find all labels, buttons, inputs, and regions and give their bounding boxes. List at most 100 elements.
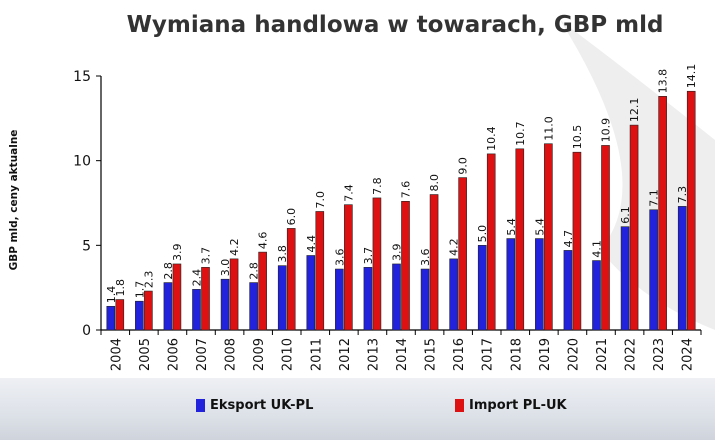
bar-export <box>535 238 544 331</box>
legend-swatch-import <box>455 399 464 412</box>
bar-export <box>563 250 573 331</box>
x-tick-label: 2013 <box>366 338 381 371</box>
data-label-import: 1.8 <box>114 279 127 297</box>
bar-import <box>572 151 582 331</box>
legend-band <box>0 378 715 440</box>
data-label-export: 1.7 <box>133 281 146 299</box>
bar-export <box>277 265 287 331</box>
data-label-export: 3.9 <box>391 243 404 261</box>
bar-import <box>601 145 610 331</box>
data-label-import: 9.0 <box>457 157 470 175</box>
y-tick-label: 5 <box>82 238 91 254</box>
data-label-export: 5.4 <box>533 218 546 236</box>
bar-import <box>229 258 239 331</box>
y-tick-label: 10 <box>73 154 91 170</box>
data-label-export: 2.8 <box>248 262 261 280</box>
bar-export <box>135 300 144 331</box>
data-label-import: 10.4 <box>485 126 498 151</box>
data-label-import: 3.9 <box>171 243 184 261</box>
data-labels-group: 1.4 1.7 2.8 2.4 3.0 2.8 3.8 4.4 3.6 3.7 3.9 3.6 4.2 5… <box>105 64 698 304</box>
bar-import <box>458 177 467 331</box>
x-tick-label: 2012 <box>338 338 353 371</box>
data-label-import: 8.0 <box>428 174 441 192</box>
data-label-export: 2.8 <box>162 262 175 280</box>
y-tick-label: 15 <box>73 69 91 85</box>
data-label-export: 3.6 <box>419 249 432 267</box>
bar-export <box>649 209 658 331</box>
data-label-import: 11.0 <box>542 116 555 141</box>
bar-export <box>506 238 516 331</box>
x-tick-label: 2024 <box>681 338 696 371</box>
x-tick-label: 2011 <box>309 338 324 371</box>
bar-import <box>286 228 296 331</box>
bar-import <box>686 90 696 331</box>
data-label-import: 10.9 <box>600 118 613 143</box>
data-label-export: 1.4 <box>105 286 118 304</box>
data-label-export: 5.0 <box>476 225 489 243</box>
data-label-export: 7.1 <box>648 189 661 207</box>
legend-label-export: Eksport UK-PL <box>210 398 314 413</box>
bar-export <box>249 282 258 331</box>
data-label-export: 7.3 <box>676 186 689 204</box>
data-label-import: 7.6 <box>400 181 413 199</box>
x-tick-label: 2022 <box>624 338 639 371</box>
legend-swatch-export <box>196 399 205 412</box>
x-tick-label: 2010 <box>281 338 296 371</box>
x-tick-label: 2008 <box>224 338 239 371</box>
bar-import <box>344 204 353 331</box>
bar-export <box>306 255 316 331</box>
bar-export <box>592 260 601 331</box>
bar-export <box>392 263 401 331</box>
data-label-export: 3.7 <box>362 247 375 265</box>
bars-group <box>106 90 696 331</box>
x-tick-label: 2009 <box>252 338 267 371</box>
x-tick-label: 2016 <box>452 338 467 371</box>
x-tick-label: 2007 <box>195 338 210 371</box>
x-tick-label: 2006 <box>166 338 181 371</box>
x-tick-label: 2017 <box>481 338 496 371</box>
data-label-import: 2.3 <box>142 271 155 289</box>
x-tick-label: 2005 <box>138 338 153 371</box>
bar-import <box>115 299 125 331</box>
bar-import <box>258 251 267 331</box>
data-label-import: 6.0 <box>285 208 298 226</box>
bar-import <box>372 197 382 331</box>
bar-import <box>315 211 325 331</box>
legend-label-import: Import PL-UK <box>469 398 567 413</box>
data-label-import: 4.6 <box>257 232 270 250</box>
data-label-export: 4.7 <box>562 230 575 248</box>
bar-export <box>363 267 373 331</box>
bar-export <box>620 226 630 331</box>
chart-title: Wymiana handlowa w towarach, GBP mld <box>126 12 664 38</box>
x-tick-label: 2018 <box>509 338 524 371</box>
data-label-export: 4.1 <box>591 240 604 258</box>
bar-import <box>658 96 667 331</box>
data-label-import: 4.2 <box>228 238 241 256</box>
data-label-export: 5.4 <box>505 218 518 236</box>
data-label-export: 3.0 <box>219 259 232 277</box>
x-tick-label: 2021 <box>595 338 610 371</box>
x-tick-label: 2004 <box>109 338 124 371</box>
data-label-import: 14.1 <box>685 64 698 89</box>
bar-export <box>106 305 116 331</box>
bar-import <box>544 143 553 331</box>
bar-export <box>477 245 487 331</box>
data-label-import: 3.7 <box>200 247 213 265</box>
bar-export <box>163 282 173 331</box>
data-label-export: 6.1 <box>619 206 632 224</box>
data-label-import: 7.4 <box>342 184 355 202</box>
data-label-import: 7.8 <box>371 177 384 195</box>
bar-export <box>420 268 430 331</box>
data-label-export: 2.4 <box>191 269 204 287</box>
axes-group: 0 5 10 15 2004 2005 2006 2007 2008 2009 2010 2011 20… <box>73 69 702 371</box>
data-label-import: 10.5 <box>571 125 584 150</box>
bar-import <box>172 263 182 331</box>
bar-export <box>335 268 344 331</box>
data-label-import: 10.7 <box>514 121 527 146</box>
data-label-export: 3.8 <box>276 245 289 263</box>
bar-import <box>401 201 410 331</box>
bar-export <box>192 289 201 331</box>
data-label-export: 3.6 <box>333 249 346 267</box>
legend-item-export: Eksport UK-PL <box>196 398 313 413</box>
x-tick-label: 2019 <box>538 338 553 371</box>
